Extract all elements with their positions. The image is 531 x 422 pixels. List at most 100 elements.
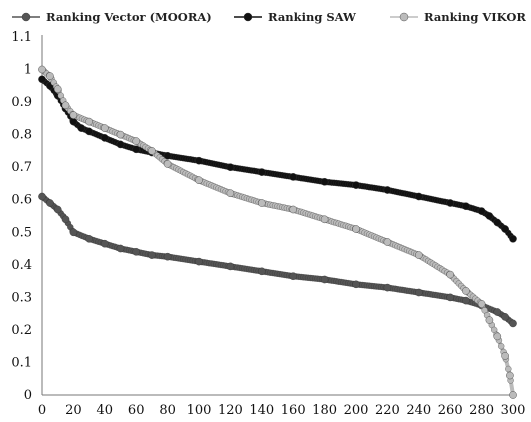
x-tick-labels: 0 20 40 60 80 100 120 140 160 180 200 220 240 260 280 3… — [38, 403, 526, 418]
data-point — [352, 181, 360, 189]
series-group — [38, 65, 517, 399]
data-point — [477, 207, 486, 215]
data-point — [148, 147, 156, 155]
y-tick-label: 0 — [24, 388, 32, 403]
data-point — [257, 267, 266, 276]
data-point — [38, 75, 46, 84]
data-point — [163, 151, 172, 160]
y-tick-label: 0.8 — [11, 128, 32, 143]
x-tick-label: 40 — [97, 403, 114, 418]
data-point — [69, 111, 78, 119]
y-tick-label: 0.3 — [11, 290, 32, 305]
x-tick-label: 200 — [344, 403, 369, 418]
data-point — [501, 313, 509, 321]
data-point — [501, 352, 509, 360]
x-tick-label: 120 — [218, 403, 243, 418]
data-point — [257, 199, 266, 207]
data-point — [289, 173, 298, 181]
legend-item: Ranking SAW — [234, 10, 357, 24]
legend-item: Ranking VIKOR — [390, 10, 526, 24]
data-point — [485, 212, 494, 220]
legend-label: Ranking VIKOR — [424, 10, 526, 24]
data-point — [477, 300, 486, 308]
y-tick-label: 0.9 — [11, 95, 32, 110]
data-point — [226, 163, 235, 171]
data-point — [289, 205, 298, 214]
data-point — [38, 192, 46, 201]
data-point — [506, 371, 514, 380]
data-point — [132, 247, 140, 256]
x-tick-label: 60 — [128, 403, 145, 418]
data-point — [116, 244, 125, 253]
data-point — [446, 293, 455, 302]
data-point — [485, 316, 494, 324]
y-tick-label: 1.1 — [11, 30, 32, 45]
data-point — [116, 130, 125, 139]
data-point — [132, 137, 140, 145]
x-tick-label: 100 — [187, 403, 212, 418]
data-point — [320, 215, 329, 224]
data-point — [446, 199, 455, 207]
data-point — [163, 252, 172, 261]
data-point — [383, 283, 392, 292]
x-tick-label: 20 — [65, 403, 82, 418]
x-tick-label: 140 — [249, 403, 274, 418]
y-tick-label: 0.6 — [11, 193, 32, 208]
data-point — [101, 239, 109, 248]
data-point — [493, 218, 502, 227]
x-tick-label: 260 — [438, 403, 463, 418]
data-point — [226, 189, 235, 197]
data-point — [509, 319, 517, 328]
data-point — [498, 343, 505, 350]
data-point — [383, 186, 392, 194]
data-point — [46, 199, 54, 207]
data-point — [352, 280, 360, 289]
y-tick-label: 1 — [24, 63, 32, 78]
data-point — [101, 124, 109, 132]
data-point — [320, 275, 329, 284]
data-point — [61, 101, 70, 110]
legend-label: Ranking Vector (MOORA) — [46, 10, 212, 24]
legend-label: Ranking SAW — [268, 10, 357, 24]
data-point — [85, 117, 93, 126]
data-point — [195, 176, 203, 184]
data-point — [53, 205, 62, 214]
data-point — [195, 257, 203, 266]
legend: Ranking Vector (MOORA) Ranking SAW Ranking… — [12, 10, 526, 24]
data-point — [501, 225, 509, 233]
x-tick-label: 280 — [469, 403, 494, 418]
data-point — [163, 160, 172, 168]
x-tick-label: 180 — [312, 403, 337, 418]
legend-marker — [243, 12, 253, 22]
data-point — [509, 391, 517, 399]
series-line — [40, 194, 515, 325]
data-point — [85, 234, 93, 243]
data-point — [38, 65, 46, 74]
data-point — [53, 85, 62, 93]
data-point — [69, 228, 78, 237]
data-point — [132, 145, 140, 154]
y-tick-label: 0.1 — [11, 355, 32, 370]
y-tick-label: 0.2 — [11, 323, 32, 338]
series-line — [40, 67, 515, 396]
x-tick-label: 160 — [281, 403, 306, 418]
data-point — [320, 177, 329, 186]
series-line — [40, 77, 515, 241]
data-point — [414, 192, 423, 201]
data-point — [46, 72, 54, 80]
data-point — [195, 156, 203, 165]
data-point — [85, 127, 93, 136]
y-tick-labels: 0 0.1 0.2 0.3 0.4 0.5 0.6 0.7 0.8 0.9 1 1.1 — [11, 30, 32, 403]
data-point — [226, 262, 235, 271]
x-tick-label: 0 — [38, 403, 46, 418]
series-3 — [38, 65, 517, 399]
y-tick-label: 0.4 — [11, 258, 32, 273]
data-point — [493, 332, 502, 341]
data-point — [462, 287, 470, 295]
series-2 — [38, 75, 517, 243]
data-point — [462, 202, 470, 210]
series-1 — [38, 192, 517, 328]
y-tick-label: 0.5 — [11, 225, 32, 240]
data-point — [101, 134, 109, 142]
